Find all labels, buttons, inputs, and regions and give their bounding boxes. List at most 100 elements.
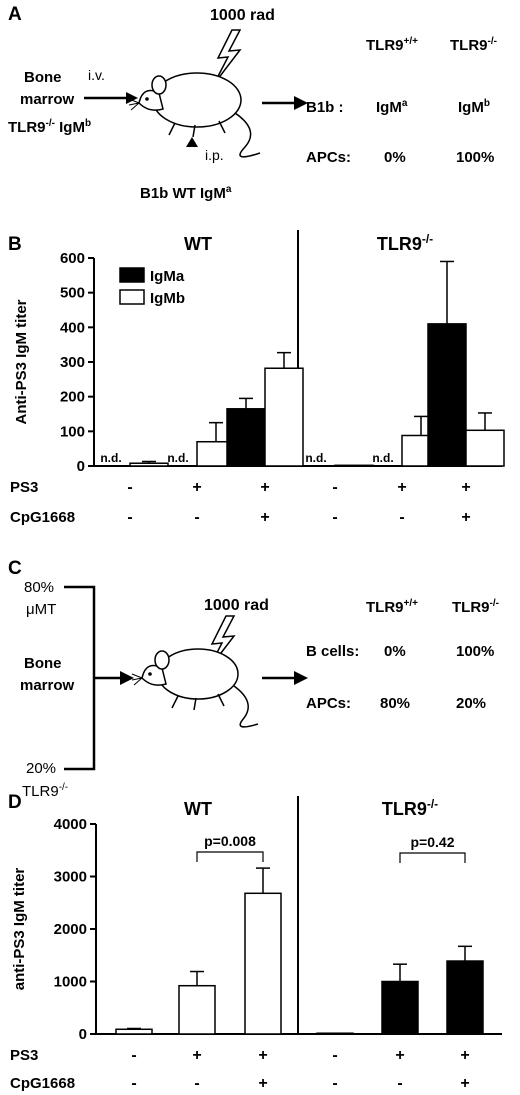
condition-marker: - xyxy=(332,479,337,496)
legend-swatch xyxy=(119,267,145,283)
condition-marker: + xyxy=(461,479,470,496)
group-title: WT xyxy=(184,234,212,254)
legend-swatch xyxy=(119,289,145,305)
panel-a-row2-label: APCs: xyxy=(306,149,351,166)
bar xyxy=(178,984,216,1035)
panel-c-result-arrow-head xyxy=(294,671,308,685)
y-tick-label: 3000 xyxy=(54,869,87,886)
y-tick-label: 500 xyxy=(60,285,85,302)
condition-marker: + xyxy=(258,1047,267,1064)
condition-row-label: CpG1668 xyxy=(10,1075,75,1092)
bar xyxy=(226,408,266,467)
panel-c-bot-label: TLR9-/- xyxy=(22,782,68,800)
panel-d-chart: D 0 1000 2000 3000 4000 anti-PS3 IgM titer WT T… xyxy=(8,792,502,1092)
y-axis-label: Anti-PS3 IgM titer xyxy=(13,299,30,424)
panel-a-row1-label: B1b : xyxy=(306,99,344,116)
y-tick-label: 600 xyxy=(60,250,85,267)
p-value-label: p=0.008 xyxy=(204,833,256,849)
condition-marker: + xyxy=(460,1075,469,1092)
mouse-icon xyxy=(128,72,261,158)
condition-marker: - xyxy=(127,509,132,526)
panel-c-top-pct: 80% xyxy=(24,579,54,596)
panel-d-letter: D xyxy=(8,792,22,813)
condition-row-label: PS3 xyxy=(10,1047,38,1064)
bar xyxy=(129,462,169,467)
legend-label: IgMa xyxy=(150,268,185,285)
panel-c-row1-label: B cells: xyxy=(306,643,359,660)
y-tick-label: 400 xyxy=(60,319,85,336)
bar xyxy=(427,323,467,467)
legend-label: IgMb xyxy=(150,290,185,307)
bar xyxy=(334,464,374,467)
panel-c-row1-v1: 0% xyxy=(384,643,406,660)
condition-marker: - xyxy=(194,1075,199,1092)
panel-c-row2-v1: 80% xyxy=(380,695,410,712)
condition-marker: - xyxy=(131,1075,136,1092)
panel-c-row2-v2: 20% xyxy=(456,695,486,712)
y-tick-label: 100 xyxy=(60,423,85,440)
condition-marker: - xyxy=(131,1047,136,1064)
y-tick-label: 2000 xyxy=(54,921,87,938)
group-title: TLR9-/- xyxy=(382,797,438,819)
bar-label: n.d. xyxy=(100,451,121,465)
panel-a-col2: TLR9-/- xyxy=(450,36,497,54)
mouse-icon xyxy=(131,648,259,728)
condition-row-label: CpG1668 xyxy=(10,509,75,526)
result-arrow-head xyxy=(294,96,308,110)
y-tick-label: 200 xyxy=(60,389,85,406)
panel-c-bot-pct: 20% xyxy=(26,760,56,777)
condition-marker: + xyxy=(192,1047,201,1064)
panel-a-donor-line2: marrow xyxy=(20,91,75,108)
ip-arrow-head xyxy=(186,137,198,147)
panel-c-top-label: μMT xyxy=(26,601,56,618)
condition-marker: + xyxy=(192,479,201,496)
panel-a-row2-v1: 0% xyxy=(384,149,406,166)
panel-a: A 1000 rad Bone marrow TLR9-/- IgMb i.v.… xyxy=(8,4,497,202)
bar xyxy=(115,1028,153,1035)
condition-marker: + xyxy=(460,1047,469,1064)
panel-c-in-arrow-head xyxy=(120,671,134,685)
iv-arrow-head xyxy=(126,92,138,104)
condition-marker: - xyxy=(127,479,132,496)
y-tick-label: 0 xyxy=(77,458,85,475)
panel-c-row1-v2: 100% xyxy=(456,643,494,660)
panel-a-rad-label: 1000 rad xyxy=(210,7,275,24)
lightning-bolt-icon xyxy=(213,29,242,85)
y-axis-label: anti-PS3 IgM titer xyxy=(11,868,28,991)
condition-marker: + xyxy=(461,509,470,526)
bar xyxy=(316,1032,354,1035)
condition-marker: - xyxy=(332,1075,337,1092)
condition-marker: + xyxy=(395,1047,404,1064)
y-tick-label: 300 xyxy=(60,354,85,371)
panel-c-col1: TLR9+/+ xyxy=(366,598,418,616)
panel-c-col2: TLR9-/- xyxy=(452,598,499,616)
bar xyxy=(446,960,484,1035)
condition-marker: + xyxy=(260,509,269,526)
y-tick-label: 4000 xyxy=(54,816,87,833)
significance-bracket xyxy=(399,852,466,863)
panel-c-mid1: Bone xyxy=(24,655,62,672)
condition-marker: - xyxy=(332,1047,337,1064)
panel-a-col1: TLR9+/+ xyxy=(366,36,418,54)
bar xyxy=(381,980,419,1035)
condition-marker: - xyxy=(397,1075,402,1092)
panel-a-row1-v1: IgMa xyxy=(376,98,408,116)
panel-a-recipient: B1b WT IgMa xyxy=(140,184,232,202)
group-title: TLR9-/- xyxy=(377,232,433,254)
panel-a-letter: A xyxy=(8,4,22,25)
iv-label: i.v. xyxy=(88,67,105,83)
panel-b-chart: B 0 100 200 300 400 500 600 Anti-PS3 IgM titer W… xyxy=(8,230,505,526)
ip-label: i.p. xyxy=(205,147,224,163)
bar xyxy=(264,367,304,467)
condition-marker: + xyxy=(260,479,269,496)
panel-c-letter: C xyxy=(8,558,22,579)
condition-marker: - xyxy=(399,509,404,526)
bar xyxy=(244,892,282,1035)
y-tick-label: 0 xyxy=(79,1026,87,1043)
group-title: WT xyxy=(184,799,212,819)
condition-marker: - xyxy=(194,509,199,526)
panel-a-row1-v2: IgMb xyxy=(458,98,490,116)
condition-row-label: PS3 xyxy=(10,479,38,496)
panel-c-mid2: marrow xyxy=(20,677,75,694)
